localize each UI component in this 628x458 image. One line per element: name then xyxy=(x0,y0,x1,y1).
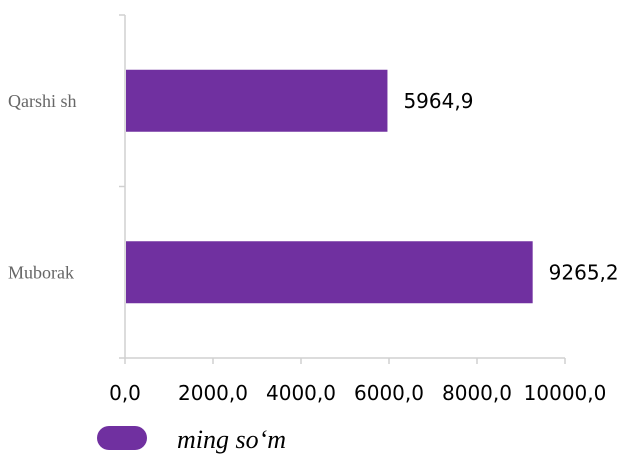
legend-swatch xyxy=(97,426,147,450)
bars xyxy=(126,69,533,304)
x-tick-labels: 0,0 2000,0 4000,0 6000,0 8000,0 10000,0 xyxy=(109,381,606,405)
value-labels: 5964,9 9265,2 xyxy=(403,89,618,285)
value-label: 5964,9 xyxy=(403,89,473,113)
category-labels: Qarshi sh Muborak xyxy=(8,91,77,283)
category-label: Muborak xyxy=(8,262,74,282)
x-axis xyxy=(124,357,566,364)
legend: ming so‘m xyxy=(97,425,286,454)
x-tick-label: 4000,0 xyxy=(266,381,336,405)
bar xyxy=(126,241,533,304)
y-axis xyxy=(119,14,126,359)
value-label: 9265,2 xyxy=(549,260,619,284)
legend-label: ming so‘m xyxy=(177,425,286,454)
x-tick-label: 2000,0 xyxy=(178,381,248,405)
x-tick-label: 6000,0 xyxy=(354,381,424,405)
x-tick-label: 8000,0 xyxy=(442,381,512,405)
x-tick-label: 0,0 xyxy=(109,381,141,405)
category-label: Qarshi sh xyxy=(8,91,77,111)
bar xyxy=(126,69,388,132)
x-tick-label: 10000,0 xyxy=(524,381,607,405)
